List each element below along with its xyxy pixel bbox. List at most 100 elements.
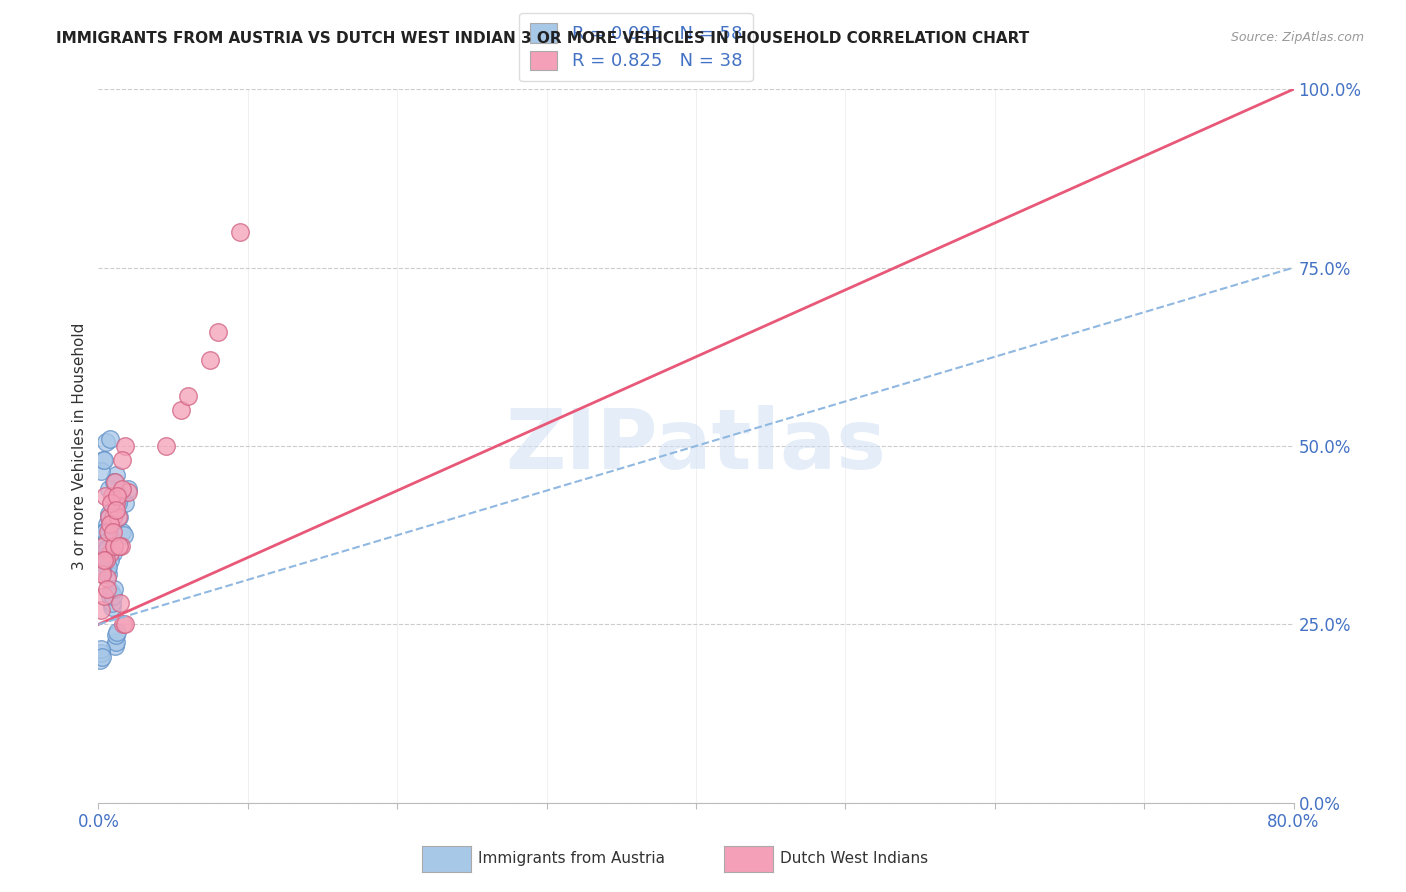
Point	[101, 524, 124, 539]
Point	[108, 596, 131, 610]
Point	[96, 542, 118, 557]
Point	[93, 524, 115, 539]
Point	[93, 589, 115, 603]
Point	[97, 560, 120, 574]
Point	[90, 553, 112, 567]
Point	[101, 489, 124, 503]
Point	[94, 553, 117, 567]
Point	[105, 489, 128, 503]
Point	[105, 467, 128, 482]
Point	[100, 599, 122, 614]
Point	[229, 225, 252, 239]
Point	[96, 560, 118, 574]
Point	[97, 482, 120, 496]
Point	[114, 496, 136, 510]
Point	[110, 539, 132, 553]
Point	[100, 432, 122, 446]
Point	[89, 646, 111, 660]
Point	[90, 549, 112, 564]
Legend: R = 0.095   N = 58, R = 0.825   N = 38: R = 0.095 N = 58, R = 0.825 N = 38	[519, 12, 754, 81]
Point	[100, 496, 122, 510]
Point	[103, 510, 125, 524]
Point	[90, 532, 112, 546]
Point	[94, 489, 117, 503]
Point	[90, 649, 112, 664]
Point	[101, 503, 124, 517]
Point	[155, 439, 177, 453]
Point	[169, 403, 191, 417]
Point	[90, 560, 112, 574]
Point	[110, 453, 132, 467]
Point	[97, 510, 120, 524]
Text: Immigrants from Austria: Immigrants from Austria	[478, 852, 665, 866]
Point	[91, 546, 114, 560]
Point	[108, 510, 131, 524]
Point	[112, 617, 135, 632]
Point	[107, 496, 129, 510]
Point	[89, 653, 111, 667]
Point	[93, 524, 115, 539]
Point	[90, 464, 112, 478]
Point	[103, 639, 125, 653]
Point	[105, 496, 128, 510]
Point	[200, 353, 222, 368]
Point	[100, 532, 122, 546]
Text: IMMIGRANTS FROM AUSTRIA VS DUTCH WEST INDIAN 3 OR MORE VEHICLES IN HOUSEHOLD COR: IMMIGRANTS FROM AUSTRIA VS DUTCH WEST IN…	[56, 31, 1029, 46]
Point	[93, 539, 115, 553]
Point	[111, 524, 134, 539]
Point	[96, 571, 118, 585]
Y-axis label: 3 or more Vehicles in Household: 3 or more Vehicles in Household	[72, 322, 87, 570]
Point	[91, 553, 114, 567]
Point	[94, 539, 117, 553]
Point	[98, 553, 121, 567]
Point	[91, 564, 114, 578]
Point	[101, 589, 124, 603]
Point	[97, 567, 120, 582]
Point	[94, 549, 117, 564]
Point	[107, 510, 129, 524]
Point	[93, 453, 115, 467]
Point	[101, 510, 124, 524]
Point	[91, 453, 114, 467]
Point	[90, 553, 112, 567]
Point	[114, 439, 136, 453]
Point	[112, 528, 135, 542]
Point	[110, 489, 132, 503]
Point	[111, 482, 134, 496]
Point	[101, 596, 124, 610]
Point	[117, 485, 139, 500]
Point	[103, 582, 125, 596]
Point	[91, 539, 114, 553]
Point	[104, 507, 127, 521]
Point	[97, 510, 120, 524]
Point	[96, 582, 118, 596]
Point	[98, 589, 121, 603]
Point	[103, 539, 125, 553]
Text: Dutch West Indians: Dutch West Indians	[780, 852, 928, 866]
Point	[97, 524, 120, 539]
Point	[90, 642, 112, 657]
Point	[96, 535, 118, 549]
Point	[98, 517, 121, 532]
Point	[93, 553, 115, 567]
Point	[91, 539, 114, 553]
Point	[103, 475, 125, 489]
Point	[90, 603, 112, 617]
Text: ZIPatlas: ZIPatlas	[506, 406, 886, 486]
Point	[100, 585, 122, 599]
Point	[117, 482, 139, 496]
Point	[91, 567, 114, 582]
Point	[98, 507, 121, 521]
Point	[207, 325, 229, 339]
Point	[105, 624, 128, 639]
Text: Source: ZipAtlas.com: Source: ZipAtlas.com	[1230, 31, 1364, 45]
Point	[177, 389, 200, 403]
Point	[104, 503, 127, 517]
Point	[103, 546, 125, 560]
Point	[105, 628, 128, 642]
Point	[89, 557, 111, 571]
Point	[107, 539, 129, 553]
Point	[100, 546, 122, 560]
Point	[114, 617, 136, 632]
Point	[104, 635, 127, 649]
